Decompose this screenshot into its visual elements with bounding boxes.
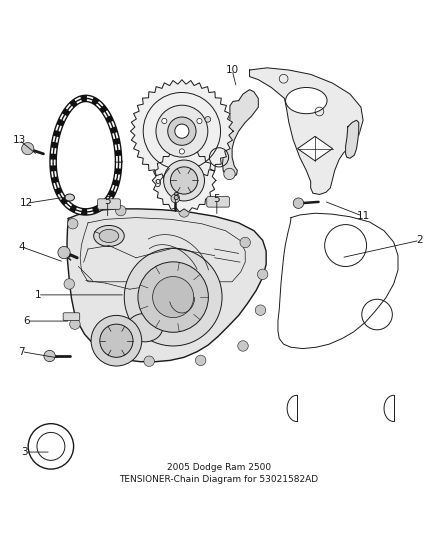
Text: 7: 7 [18,346,25,357]
FancyBboxPatch shape [207,197,230,207]
Text: 5: 5 [213,194,220,204]
FancyBboxPatch shape [63,313,80,321]
Text: 4: 4 [18,242,25,252]
Circle shape [179,207,189,217]
Text: 13: 13 [12,135,26,145]
Polygon shape [297,136,332,161]
Ellipse shape [65,194,74,201]
Circle shape [162,118,167,124]
Circle shape [179,149,184,154]
Text: 10: 10 [226,65,239,75]
Circle shape [293,198,304,208]
Text: 3: 3 [21,447,28,457]
Circle shape [238,341,248,351]
Circle shape [58,246,70,259]
Circle shape [156,105,208,157]
Text: 1: 1 [35,290,41,300]
Circle shape [91,316,142,366]
Text: 2005 Dodge Ram 2500
TENSIONER-Chain Diagram for 53021582AD: 2005 Dodge Ram 2500 TENSIONER-Chain Diag… [120,464,318,484]
Ellipse shape [286,87,327,114]
Ellipse shape [127,313,162,342]
Circle shape [170,167,198,194]
Circle shape [70,319,80,329]
Circle shape [195,355,206,366]
Circle shape [258,269,268,280]
Polygon shape [131,80,233,182]
Circle shape [171,194,180,203]
Ellipse shape [99,229,119,243]
Circle shape [168,117,196,146]
Circle shape [67,219,78,229]
Circle shape [205,117,211,122]
Circle shape [124,248,222,346]
Circle shape [152,277,194,318]
Circle shape [21,142,34,155]
Polygon shape [346,120,359,158]
Text: 5: 5 [104,196,111,206]
Polygon shape [152,149,216,212]
Text: 6: 6 [24,316,30,326]
Polygon shape [223,90,258,177]
Text: 2: 2 [417,235,423,245]
Circle shape [175,124,189,138]
Circle shape [197,118,202,124]
Circle shape [44,350,55,362]
Circle shape [116,205,126,216]
Text: 8: 8 [172,192,179,201]
Circle shape [96,346,106,357]
Circle shape [144,356,154,367]
Ellipse shape [94,225,124,246]
Circle shape [164,160,205,201]
Circle shape [64,279,74,289]
Circle shape [224,168,235,180]
Polygon shape [67,209,266,362]
FancyBboxPatch shape [98,199,120,209]
Text: 11: 11 [357,211,370,221]
Circle shape [255,305,266,316]
Text: 12: 12 [20,198,34,208]
Circle shape [138,262,208,332]
Text: 9: 9 [155,179,161,189]
Circle shape [240,237,251,248]
Circle shape [100,324,133,357]
Polygon shape [250,68,363,195]
